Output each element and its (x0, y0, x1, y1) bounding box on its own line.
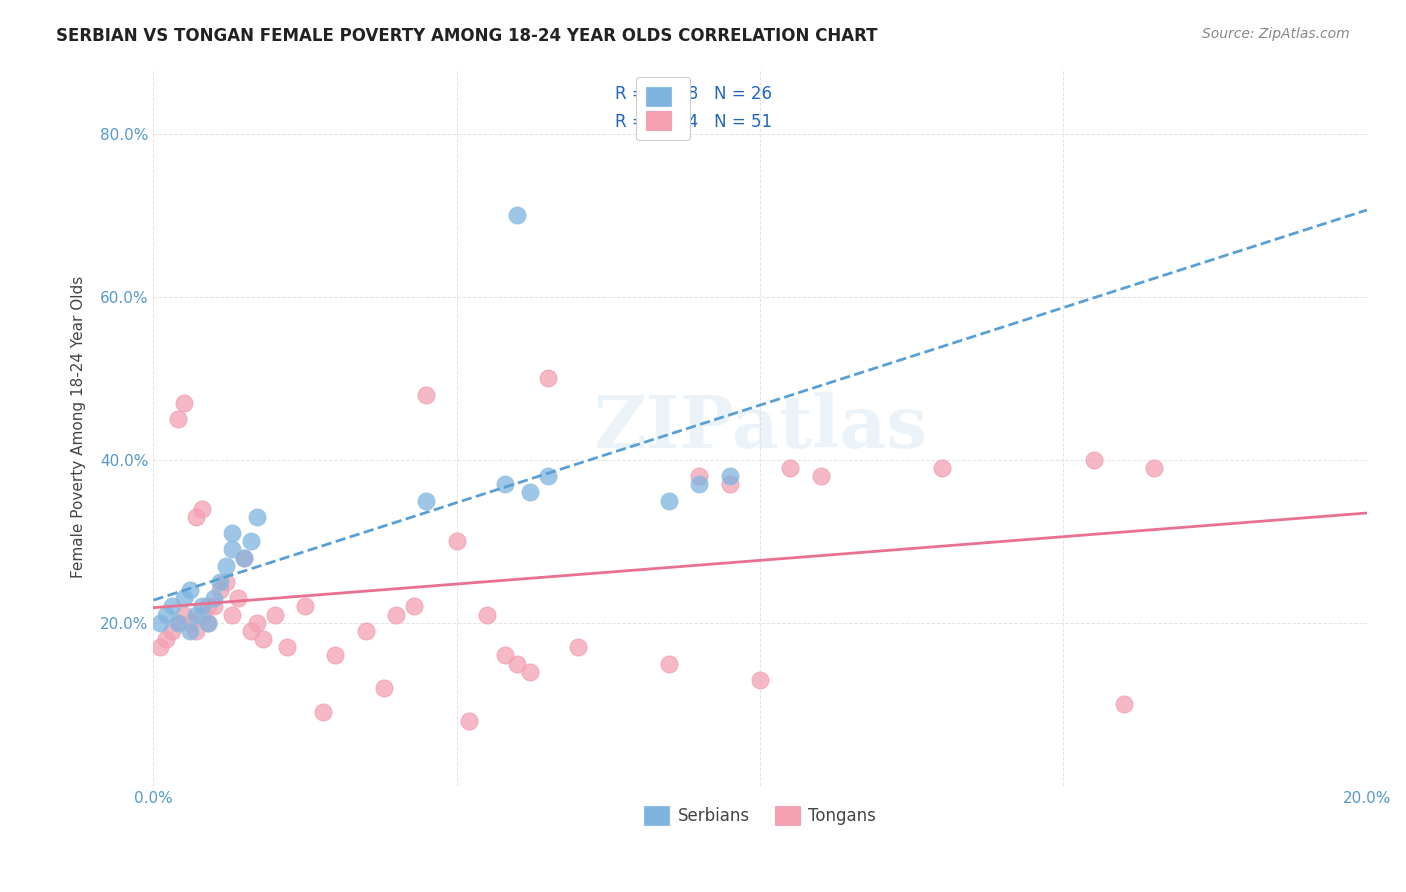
Point (276, 640, 298, 655)
Point (325, 648, 347, 663)
Point (931, 461, 953, 475)
Y-axis label: Female Poverty Among 18-24 Year Olds: Female Poverty Among 18-24 Year Olds (72, 276, 86, 578)
Point (354, 624, 377, 638)
Point (252, 632, 274, 646)
Point (197, 599, 219, 614)
Point (202, 599, 225, 614)
Point (263, 607, 285, 622)
Point (415, 493, 437, 508)
Point (191, 501, 214, 516)
Text: ZIPatlas: ZIPatlas (593, 392, 927, 463)
Point (658, 493, 681, 508)
Point (1114, 698, 1136, 712)
Point (475, 607, 498, 622)
Point (179, 615, 201, 630)
Point (658, 657, 681, 671)
Text: Source: ZipAtlas.com: Source: ZipAtlas.com (1202, 27, 1350, 41)
Point (506, 208, 529, 222)
Point (209, 583, 232, 598)
Point (718, 469, 741, 483)
Point (1083, 452, 1105, 467)
Point (215, 574, 238, 589)
Point (749, 673, 772, 687)
Point (197, 615, 219, 630)
Point (209, 574, 232, 589)
Point (494, 477, 516, 491)
Point (215, 558, 238, 573)
Point (166, 615, 188, 630)
Point (148, 640, 170, 655)
Point (155, 607, 177, 622)
Point (173, 395, 195, 409)
Text: SERBIAN VS TONGAN FEMALE POVERTY AMONG 18-24 YEAR OLDS CORRELATION CHART: SERBIAN VS TONGAN FEMALE POVERTY AMONG 1… (56, 27, 877, 45)
Point (233, 550, 256, 565)
Point (179, 583, 201, 598)
Legend: Serbians, Tongans: Serbians, Tongans (634, 796, 886, 835)
Point (221, 542, 243, 557)
Point (458, 714, 481, 728)
Point (155, 632, 177, 646)
Point (567, 640, 589, 655)
Point (148, 615, 170, 630)
Point (689, 469, 711, 483)
Point (294, 599, 316, 614)
Point (160, 599, 183, 614)
Point (160, 624, 183, 638)
Point (519, 485, 541, 500)
Point (385, 607, 408, 622)
Point (446, 534, 468, 549)
Point (239, 624, 262, 638)
Point (233, 550, 256, 565)
Point (373, 681, 395, 695)
Point (173, 591, 195, 606)
Point (239, 534, 262, 549)
Point (810, 469, 832, 483)
Point (197, 615, 219, 630)
Text: R = 0.598   N = 26: R = 0.598 N = 26 (614, 85, 772, 103)
Text: R = 0.394   N = 51: R = 0.394 N = 51 (614, 113, 772, 131)
Point (202, 591, 225, 606)
Point (166, 615, 188, 630)
Point (184, 624, 207, 638)
Point (221, 607, 243, 622)
Point (506, 657, 529, 671)
Point (191, 607, 214, 622)
Point (179, 624, 201, 638)
Point (184, 607, 207, 622)
Point (404, 599, 426, 614)
Point (519, 665, 541, 679)
Point (1143, 461, 1166, 475)
Point (718, 477, 741, 491)
Point (173, 607, 195, 622)
Point (221, 526, 243, 541)
Point (166, 412, 188, 426)
Point (312, 706, 335, 720)
Point (537, 371, 560, 385)
Point (779, 461, 801, 475)
Point (415, 387, 437, 401)
Point (246, 509, 269, 524)
Point (689, 477, 711, 491)
Point (191, 599, 214, 614)
Point (537, 469, 560, 483)
Point (184, 509, 207, 524)
Point (228, 591, 250, 606)
Point (246, 615, 269, 630)
Point (494, 648, 516, 663)
